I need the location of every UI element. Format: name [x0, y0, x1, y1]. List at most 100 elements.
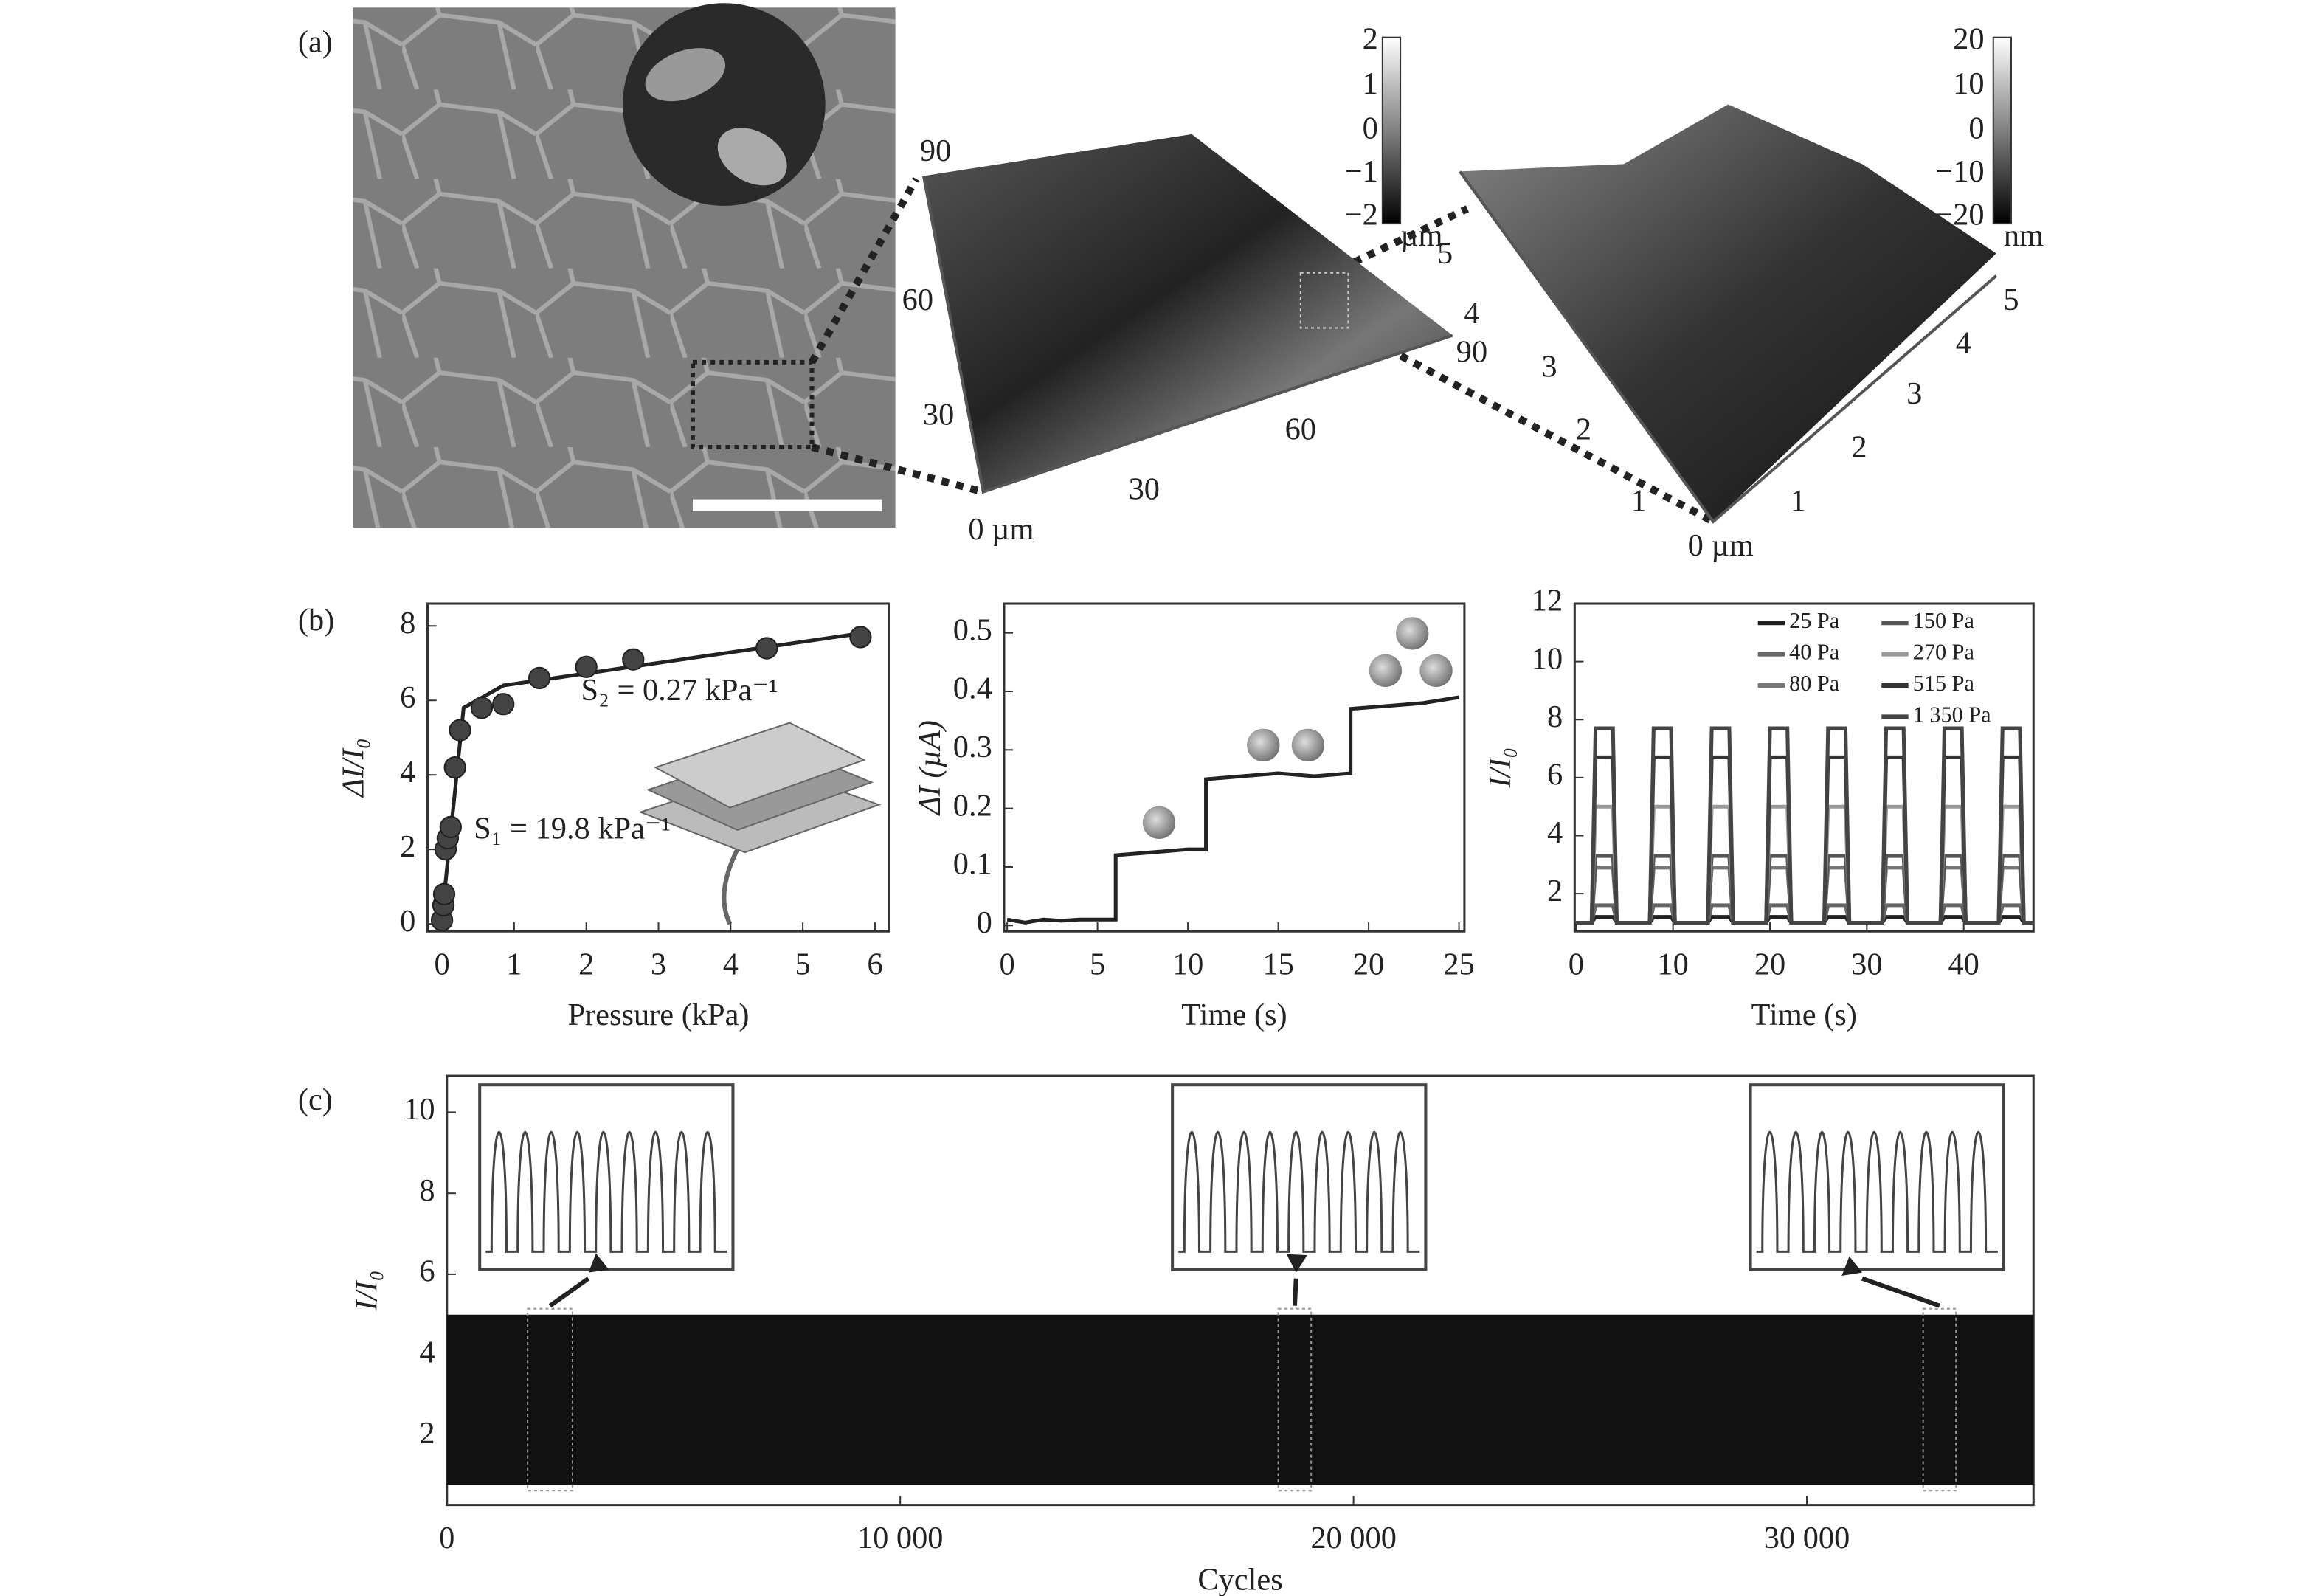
inset-trace: [1756, 1130, 1998, 1253]
inset-frame: [1749, 1083, 2005, 1271]
y-tick-label: 2: [1547, 874, 1563, 908]
legend-label: 150 Pa: [1913, 608, 1975, 633]
chart: 0 10 000 20 000 30 000 2 4 6 8 10 Cycles I/I₀: [350, 1074, 2035, 1596]
axis-tick-label: 2: [1851, 430, 1867, 465]
axis-tick-label: 0 µm: [968, 512, 1034, 547]
data-point: [575, 655, 598, 678]
plot-frame: [1573, 602, 2035, 933]
x-tick-label: 10: [1657, 947, 1688, 981]
legend-label: 1 350 Pa: [1913, 702, 1991, 727]
x-tick-label: 3: [651, 947, 666, 981]
y-tick-label: 0.2: [953, 788, 992, 823]
axis-tick-label: 4: [1956, 325, 1971, 360]
scale-bar: [692, 499, 882, 511]
zoom-arrow: [1861, 1276, 1940, 1308]
axis-tick-label: −2: [1345, 198, 1378, 232]
axis-tick-label: 5: [2003, 283, 2019, 317]
y-tick-label: 8: [419, 1173, 435, 1208]
legend-label: 40 Pa: [1789, 640, 1840, 665]
data-point: [443, 756, 466, 779]
axis-tick-label: 30: [923, 397, 954, 432]
panel-label: (c): [298, 1082, 333, 1117]
device-layer: [653, 722, 866, 809]
legend-label: 25 Pa: [1789, 608, 1840, 633]
device-sketch: [638, 722, 882, 925]
annotation: S₁ = 19.8 kPa⁻¹: [474, 812, 671, 846]
x-tick-label: 10: [1172, 947, 1203, 981]
signal-band: [446, 1314, 2034, 1485]
y-tick-label: 2: [419, 1416, 435, 1451]
axis-tick-label: 1: [1791, 483, 1806, 518]
x-tick-label: 15: [1262, 947, 1293, 981]
droplet: [1142, 806, 1176, 840]
leaf: [717, 128, 787, 186]
x-tick-label: 20: [1353, 947, 1384, 981]
y-tick-label: 10: [1532, 641, 1563, 676]
plot-frame: [1003, 602, 1466, 933]
y-tick-label: 10: [404, 1092, 435, 1127]
y-axis-label: I/I₀: [350, 1270, 384, 1311]
inset-frame: [1171, 1083, 1428, 1271]
y-tick-label: 6: [1547, 758, 1563, 792]
x-tick-label: 0: [439, 1521, 454, 1555]
x-tick-label: 1: [506, 947, 522, 981]
x-tick-label: 20 000: [1310, 1521, 1397, 1555]
chart: 0 10 20 30 40 2 4 6 8 10 12 Time (s) I/I₀ 25 Pa 40 Pa 8…: [1483, 584, 2035, 1032]
legend-label: 270 Pa: [1913, 640, 1975, 665]
x-tick-label: 25: [1443, 947, 1474, 981]
sem-image: [353, 3, 896, 528]
y-tick-label: 6: [419, 1254, 435, 1289]
axis-tick-label: 2: [1576, 412, 1591, 447]
y-axis-label: ΔI/I₀: [336, 738, 370, 798]
zoom-arrowhead: [588, 1253, 609, 1273]
axis-tick-label: 0: [1968, 111, 1984, 146]
data-point: [470, 697, 494, 719]
axis-tick-label: 3: [1906, 376, 1922, 411]
axis-tick-label: 90: [1456, 335, 1487, 370]
afm-surface: [923, 134, 1453, 492]
zoom-line: [809, 177, 920, 365]
series-line: [1576, 726, 2034, 925]
data-point: [439, 815, 462, 839]
y-tick-label: 6: [400, 680, 415, 715]
data-point: [849, 626, 872, 649]
axis-tick-label: 1: [1363, 66, 1378, 101]
legend-label: 515 Pa: [1913, 671, 1975, 696]
zoom-arrow: [1292, 1278, 1298, 1306]
y-tick-label: 0.4: [953, 671, 992, 706]
zoom-line: [1346, 324, 1715, 525]
droplet: [1419, 654, 1453, 688]
axis-tick-label: −10: [1935, 154, 1984, 189]
y-tick-label: 0.5: [953, 612, 992, 647]
afm-axes: [1459, 170, 1998, 524]
axis-tick-label: 30: [1129, 471, 1160, 506]
axis-tick-label: 2: [1363, 21, 1378, 56]
fit-line: [440, 631, 861, 917]
zoom-lines: [809, 177, 1715, 525]
inset-frame: [478, 1083, 735, 1271]
x-tick-label: 40: [1948, 947, 1979, 981]
x-tick-label: 20: [1754, 947, 1785, 981]
data-point: [432, 882, 456, 905]
data-point: [528, 666, 551, 690]
data-point: [755, 637, 778, 660]
zoom-arrowhead: [1841, 1256, 1863, 1276]
zoom-arrowhead: [1286, 1254, 1307, 1273]
y-axis-label: ΔI (µA): [913, 720, 947, 816]
legend-label: 80 Pa: [1789, 671, 1840, 696]
leaf: [645, 48, 726, 102]
unit-label: µm: [1400, 218, 1442, 253]
x-axis-label: Cycles: [1197, 1562, 1282, 1596]
data-point: [449, 719, 471, 742]
inset-trace: [485, 1130, 727, 1253]
data-point: [622, 648, 645, 671]
y-tick-label: 0: [400, 904, 415, 939]
x-tick-label: 30 000: [1764, 1521, 1850, 1555]
axis-tick-label: −1: [1345, 154, 1378, 189]
zoom-box: [1299, 272, 1349, 329]
axis-tick-label: 0: [1363, 111, 1378, 146]
x-tick-label: 0: [1569, 947, 1584, 981]
axis-tick-label: 90: [920, 134, 951, 168]
